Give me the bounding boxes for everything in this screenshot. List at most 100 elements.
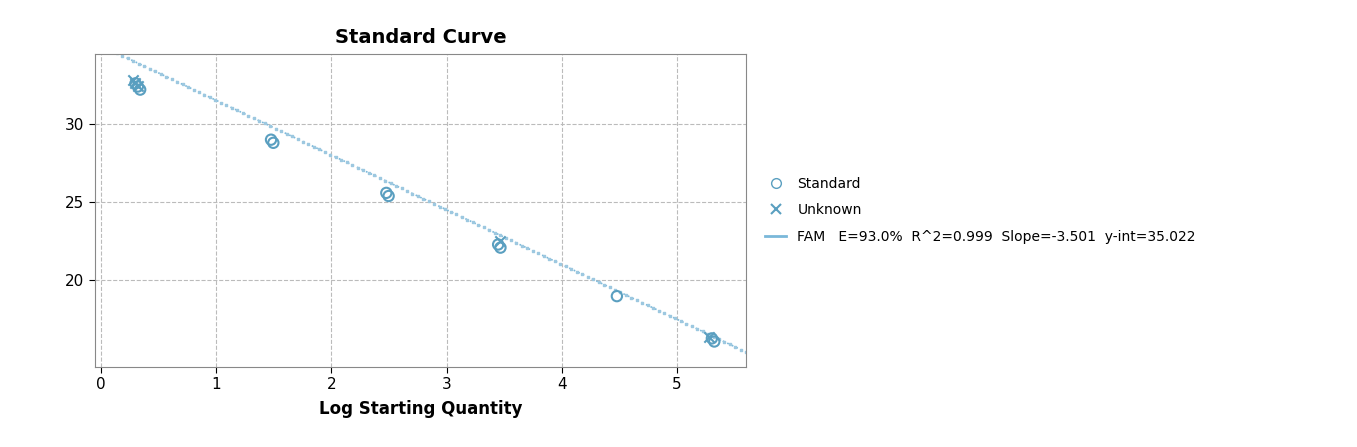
Point [413, 195, 434, 202]
Point [319, 151, 341, 158]
Point [692, 328, 714, 335]
Point [396, 187, 418, 194]
Point [128, 83, 149, 90]
Point [292, 138, 313, 145]
Point [125, 80, 147, 87]
Point [445, 211, 467, 218]
Point [620, 294, 642, 301]
Point [687, 325, 708, 333]
X-axis label: Log Starting Quantity: Log Starting Quantity [319, 401, 522, 418]
Point [670, 317, 692, 325]
Point [730, 346, 752, 353]
Point [128, 60, 149, 67]
Point [313, 148, 335, 156]
Point [385, 182, 407, 190]
Point [199, 94, 221, 101]
Point [303, 143, 324, 150]
Point [183, 86, 205, 93]
Point [353, 167, 375, 174]
Point [703, 338, 725, 345]
Point [489, 232, 510, 239]
Point [275, 130, 297, 137]
Point [194, 91, 216, 98]
Point [604, 286, 626, 293]
Point [642, 304, 664, 312]
Point [636, 302, 658, 309]
Point [358, 169, 380, 176]
Point [122, 77, 144, 84]
Point [472, 224, 494, 231]
Point [719, 341, 741, 348]
Point [714, 338, 735, 346]
Point [501, 237, 522, 244]
Point [216, 101, 237, 109]
Point [451, 213, 472, 220]
Point [248, 117, 270, 124]
Point [615, 291, 636, 299]
Point [423, 200, 445, 207]
Point [377, 192, 399, 199]
Point [735, 349, 757, 356]
Point [84, 39, 106, 46]
Point [577, 273, 598, 280]
Point [402, 190, 423, 197]
Point [237, 112, 259, 119]
Point [665, 315, 687, 322]
Point [90, 42, 111, 49]
Point [676, 320, 697, 327]
Point [205, 97, 227, 104]
Legend: Standard, Unknown, FAM   E=93.0%  R^2=0.999  Slope=-3.501  y-int=35.022: Standard, Unknown, FAM E=93.0% R^2=0.999… [760, 171, 1201, 249]
Point [522, 247, 544, 254]
Point [478, 226, 499, 233]
Point [699, 333, 721, 341]
Point [281, 133, 303, 140]
Point [259, 122, 281, 130]
Point [407, 193, 429, 200]
Point [483, 229, 505, 236]
Point [626, 297, 647, 304]
Point [593, 281, 615, 288]
Point [308, 146, 330, 153]
Point [254, 120, 275, 127]
Point [528, 250, 550, 257]
Point [697, 330, 719, 337]
Point [95, 44, 117, 51]
Point [725, 343, 746, 350]
Point [487, 241, 509, 248]
Point [555, 263, 577, 270]
Point [631, 299, 653, 306]
Point [111, 52, 133, 59]
Point [125, 80, 147, 87]
Point [270, 127, 292, 135]
Point [364, 172, 385, 179]
Point [440, 208, 461, 215]
Point [512, 242, 533, 249]
Point [660, 312, 681, 319]
Point [588, 278, 609, 286]
Point [117, 55, 138, 62]
Point [495, 234, 517, 241]
Point [232, 110, 254, 117]
Point [391, 185, 413, 192]
Point [286, 135, 308, 143]
Title: Standard Curve: Standard Curve [335, 28, 506, 46]
Point [262, 139, 284, 146]
Point [702, 335, 723, 342]
Point [598, 283, 620, 291]
Point [342, 161, 364, 169]
Point [149, 70, 171, 77]
Point [369, 174, 391, 181]
Point [376, 190, 398, 197]
Point [160, 76, 182, 83]
Point [539, 255, 560, 262]
Point [100, 47, 122, 54]
Point [647, 307, 669, 314]
Point [347, 164, 369, 171]
Point [129, 86, 151, 93]
Point [138, 65, 160, 72]
Point [375, 177, 396, 184]
Point [227, 107, 248, 114]
Point [566, 268, 588, 275]
Point [609, 289, 631, 296]
Point [544, 257, 566, 265]
